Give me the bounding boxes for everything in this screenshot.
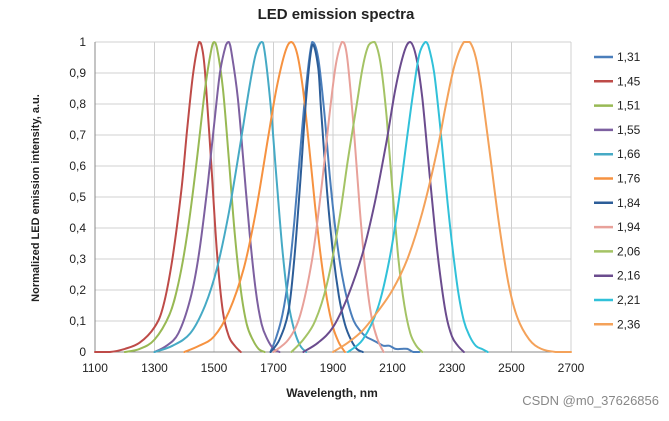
y-tick-label: 0,7 [69,128,86,142]
series-line-1-51 [123,41,266,353]
x-tick-label: 1900 [320,361,347,375]
y-axis-label: Normalized LED emission intensity, a.u. [30,94,42,302]
y-tick-label: 0,4 [69,221,86,235]
series-line-1-45 [94,41,242,353]
y-tick-label: 0,6 [69,159,86,173]
y-tick-label: 0,1 [69,314,86,328]
legend: 1,31 1,45 1,51 1,55 1,66 1,76 1,84 1,94 2,06 2,16… [594,50,641,331]
series-line-1-66 [153,41,308,353]
y-tick-label: 0 [79,345,86,359]
chart-title: LED emission spectra [258,6,415,23]
y-tick-label: 0,8 [69,97,86,111]
x-tick-label: 2300 [439,361,466,375]
series-line-2-06 [290,41,424,353]
series-line-1-55 [153,41,281,353]
legend-label: 2,21 [617,293,641,307]
legend-label: 1,55 [617,123,641,137]
series-line-1-84 [269,43,364,353]
legend-label: 1,76 [617,172,641,186]
x-tick-label: 2100 [379,361,406,375]
series-line-1-94 [272,41,385,353]
x-tick-label: 2700 [558,361,585,375]
legend-label: 1,31 [617,50,641,64]
legend-label: 1,66 [617,147,641,161]
series-line-2-36 [332,41,572,353]
legend-label: 1,94 [617,220,641,234]
legend-label: 2,36 [617,317,641,331]
legend-label: 1,84 [617,196,641,210]
x-tick-label: 1100 [82,361,108,375]
x-tick-label: 1500 [201,361,228,375]
x-tick-label: 1300 [141,361,168,375]
legend-label: 2,06 [617,244,641,258]
legend-label: 1,51 [617,99,641,113]
series-line-1-31 [269,41,421,353]
watermark-text: CSDN @m0_37626856 [522,393,659,408]
y-tick-label: 0,2 [69,283,86,297]
series-line-2-16 [302,41,465,353]
legend-label: 2,16 [617,269,641,283]
y-tick-label: 0,5 [69,190,86,204]
series-layer [94,41,572,353]
legend-label: 1,45 [617,74,641,88]
y-tick-label: 1 [79,35,86,49]
x-tick-label: 1700 [260,361,287,375]
x-axis-label: Wavelength, nm [286,386,378,400]
series-line-2-21 [346,41,489,353]
series-line-1-76 [183,41,346,353]
axes: 0 0,1 0,2 0,3 0,4 0,5 0,6 0,7 0,8 0,9 1 1100 1300 150… [69,35,584,375]
y-tick-label: 0,9 [69,66,86,80]
x-tick-label: 2500 [498,361,525,375]
y-tick-label: 0,3 [69,252,86,266]
